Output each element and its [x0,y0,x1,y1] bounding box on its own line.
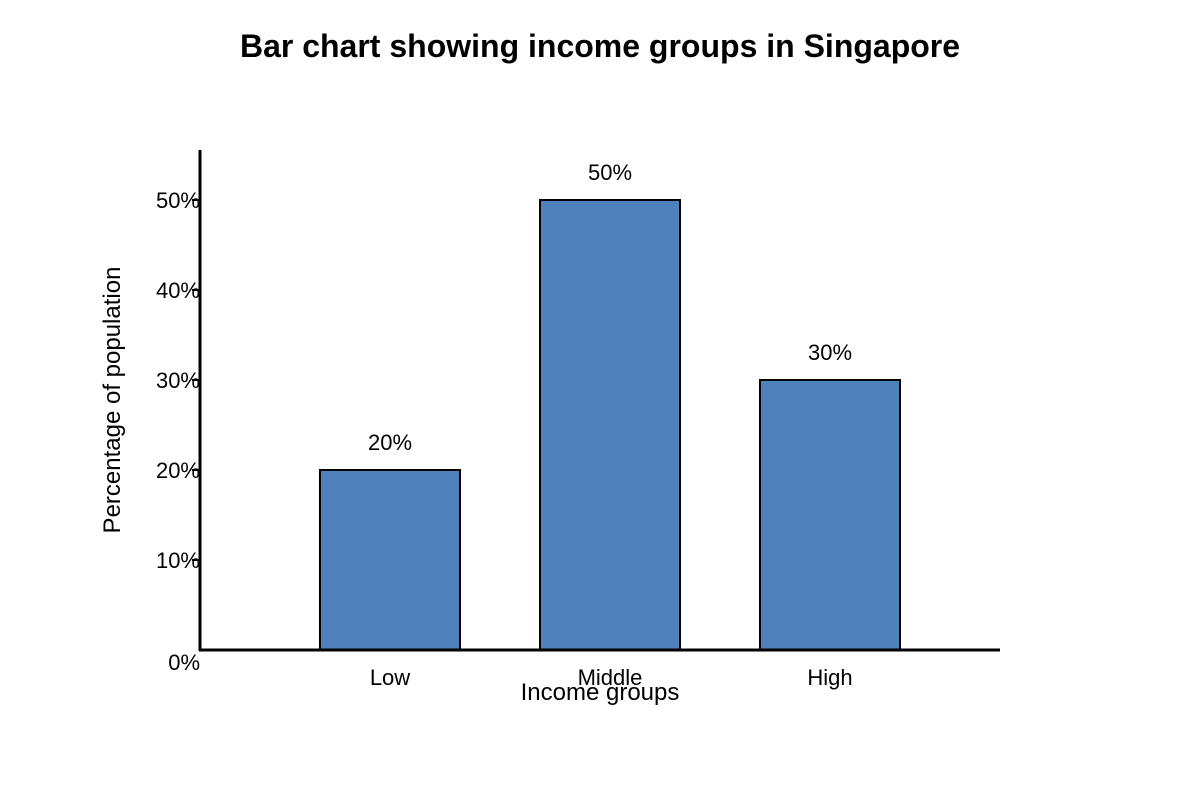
y-tick-label: 40% [156,278,200,303]
bars-layer [319,199,901,651]
y-tick-label: 30% [156,368,200,393]
bar-high [759,379,901,651]
value-label-low: 20% [368,430,412,455]
x-axis-title: Income groups [521,679,680,706]
y-tick-label: 20% [156,458,200,483]
y-tick-label: 50% [156,188,200,213]
chart-title: Bar chart showing income groups in Singa… [239,28,961,64]
x-category-label-high: High [807,665,852,690]
value-label-high: 30% [808,340,852,365]
x-category-label-low: Low [370,665,410,690]
bar-middle [539,199,681,651]
value-label-middle: 50% [588,160,632,185]
y-axis-title: Percentage of population [99,267,126,534]
x-category-labels-layer: Low Middle High [370,665,853,690]
y-tick-label: 10% [156,548,200,573]
x-category-label-middle: Middle [578,665,643,690]
bar-low [319,469,461,651]
y-ticks-layer: 0% 10% 20% 30% 40% 50% [156,188,200,675]
value-labels-layer: 20% 50% 30% [368,160,852,455]
y-tick-label: 0% [168,650,200,675]
